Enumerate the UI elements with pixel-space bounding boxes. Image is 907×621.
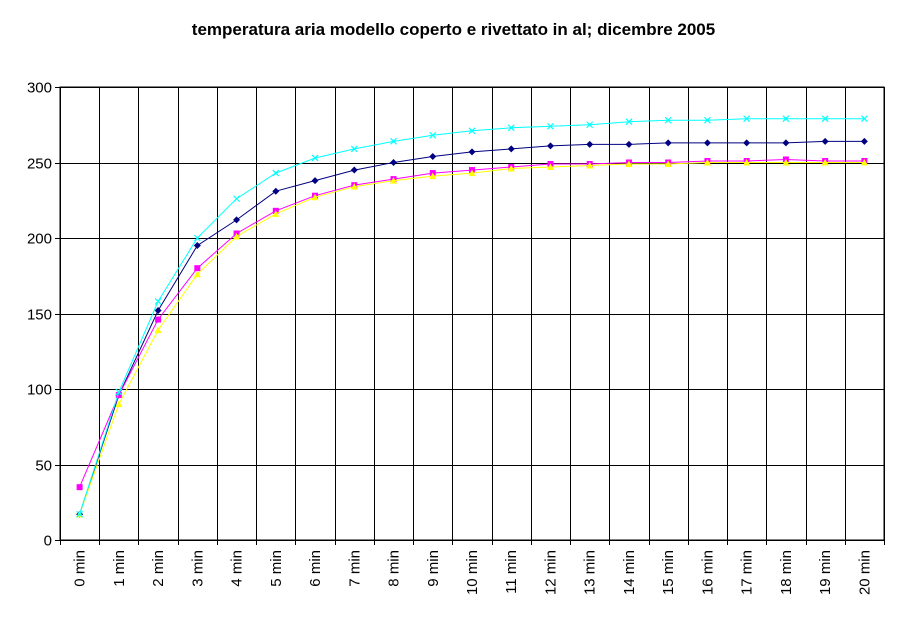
x-tick-label: 19 min xyxy=(817,550,834,595)
data-point xyxy=(390,159,398,166)
x-tick-label: 3 min xyxy=(189,550,206,587)
data-point xyxy=(743,159,751,166)
data-point xyxy=(546,142,554,150)
data-point xyxy=(586,162,594,169)
x-tick-label: 9 min xyxy=(425,550,442,587)
y-tick-label: 100 xyxy=(27,382,52,399)
x-tick-label: 7 min xyxy=(346,550,363,587)
data-point xyxy=(782,159,790,166)
data-point xyxy=(76,510,84,518)
data-point xyxy=(311,177,319,185)
data-point xyxy=(507,124,515,132)
data-point xyxy=(625,140,633,148)
data-point xyxy=(272,210,280,217)
data-point xyxy=(350,183,358,190)
data-point xyxy=(193,234,201,242)
data-point xyxy=(703,159,711,166)
x-tick-label: 10 min xyxy=(464,550,481,595)
x-tick-label: 14 min xyxy=(621,550,638,595)
data-point xyxy=(821,159,829,166)
data-point xyxy=(272,187,280,195)
data-point xyxy=(586,140,594,148)
data-point xyxy=(468,169,476,177)
chart-title: temperatura aria modello coperto e rivet… xyxy=(191,20,716,39)
data-point xyxy=(350,145,358,153)
data-point xyxy=(115,388,123,396)
data-point xyxy=(155,316,162,323)
data-point xyxy=(703,139,711,147)
data-point xyxy=(350,166,358,174)
data-point xyxy=(468,148,476,156)
data-point xyxy=(507,145,515,153)
data-point xyxy=(586,121,594,129)
data-point xyxy=(115,400,123,408)
data-point xyxy=(193,270,201,278)
data-point xyxy=(233,232,241,240)
data-point xyxy=(193,242,201,250)
data-point xyxy=(154,306,162,314)
data-point xyxy=(821,115,829,123)
data-point xyxy=(547,122,554,130)
data-point xyxy=(272,169,280,177)
data-point xyxy=(821,137,829,145)
data-point xyxy=(860,137,868,145)
x-tick-label: 4 min xyxy=(229,550,246,587)
data-point xyxy=(507,165,515,172)
x-tick-label: 13 min xyxy=(582,550,599,595)
data-point xyxy=(311,193,319,201)
x-tick-label: 6 min xyxy=(307,550,324,587)
data-point xyxy=(233,195,240,203)
data-point xyxy=(468,127,476,135)
x-tick-label: 11 min xyxy=(503,550,520,594)
data-point xyxy=(743,115,751,123)
data-point xyxy=(860,115,868,123)
x-tick-label: 20 min xyxy=(856,550,873,595)
data-point xyxy=(664,139,672,147)
data-point xyxy=(429,172,437,180)
x-tick-label: 2 min xyxy=(150,550,167,587)
data-point xyxy=(860,159,868,166)
data-point xyxy=(154,326,162,334)
x-tick-label: 12 min xyxy=(542,550,559,595)
data-point xyxy=(625,160,633,168)
x-tick-label: 8 min xyxy=(386,550,403,587)
x-tick-label: 15 min xyxy=(660,550,677,595)
data-point xyxy=(664,116,672,124)
data-point xyxy=(625,118,633,126)
y-tick-label: 250 xyxy=(27,156,52,173)
data-point xyxy=(782,115,790,123)
x-tick-label: 16 min xyxy=(699,550,716,595)
y-tick-label: 200 xyxy=(27,231,52,248)
x-tick-label: 0 min xyxy=(72,550,89,587)
x-tick-label: 18 min xyxy=(778,550,795,595)
data-point xyxy=(390,177,398,184)
data-point xyxy=(194,265,201,272)
data-point xyxy=(664,160,672,168)
data-point xyxy=(115,392,122,399)
data-point xyxy=(76,484,83,491)
data-point xyxy=(390,137,397,145)
y-tick-label: 50 xyxy=(35,458,52,475)
y-tick-label: 150 xyxy=(27,307,52,324)
y-tick-label: 300 xyxy=(27,80,52,97)
data-point xyxy=(704,116,711,124)
data-point xyxy=(233,216,241,224)
x-tick-label: 5 min xyxy=(268,550,285,587)
data-point xyxy=(429,131,437,139)
data-point xyxy=(743,139,751,147)
data-point xyxy=(311,154,319,162)
data-point xyxy=(429,152,437,160)
data-point xyxy=(154,297,162,305)
data-point xyxy=(546,163,554,171)
data-point xyxy=(782,139,790,147)
x-tick-label: 1 min xyxy=(111,550,128,587)
x-tick-label: 17 min xyxy=(739,550,756,595)
y-tick-label: 0 xyxy=(44,533,52,550)
